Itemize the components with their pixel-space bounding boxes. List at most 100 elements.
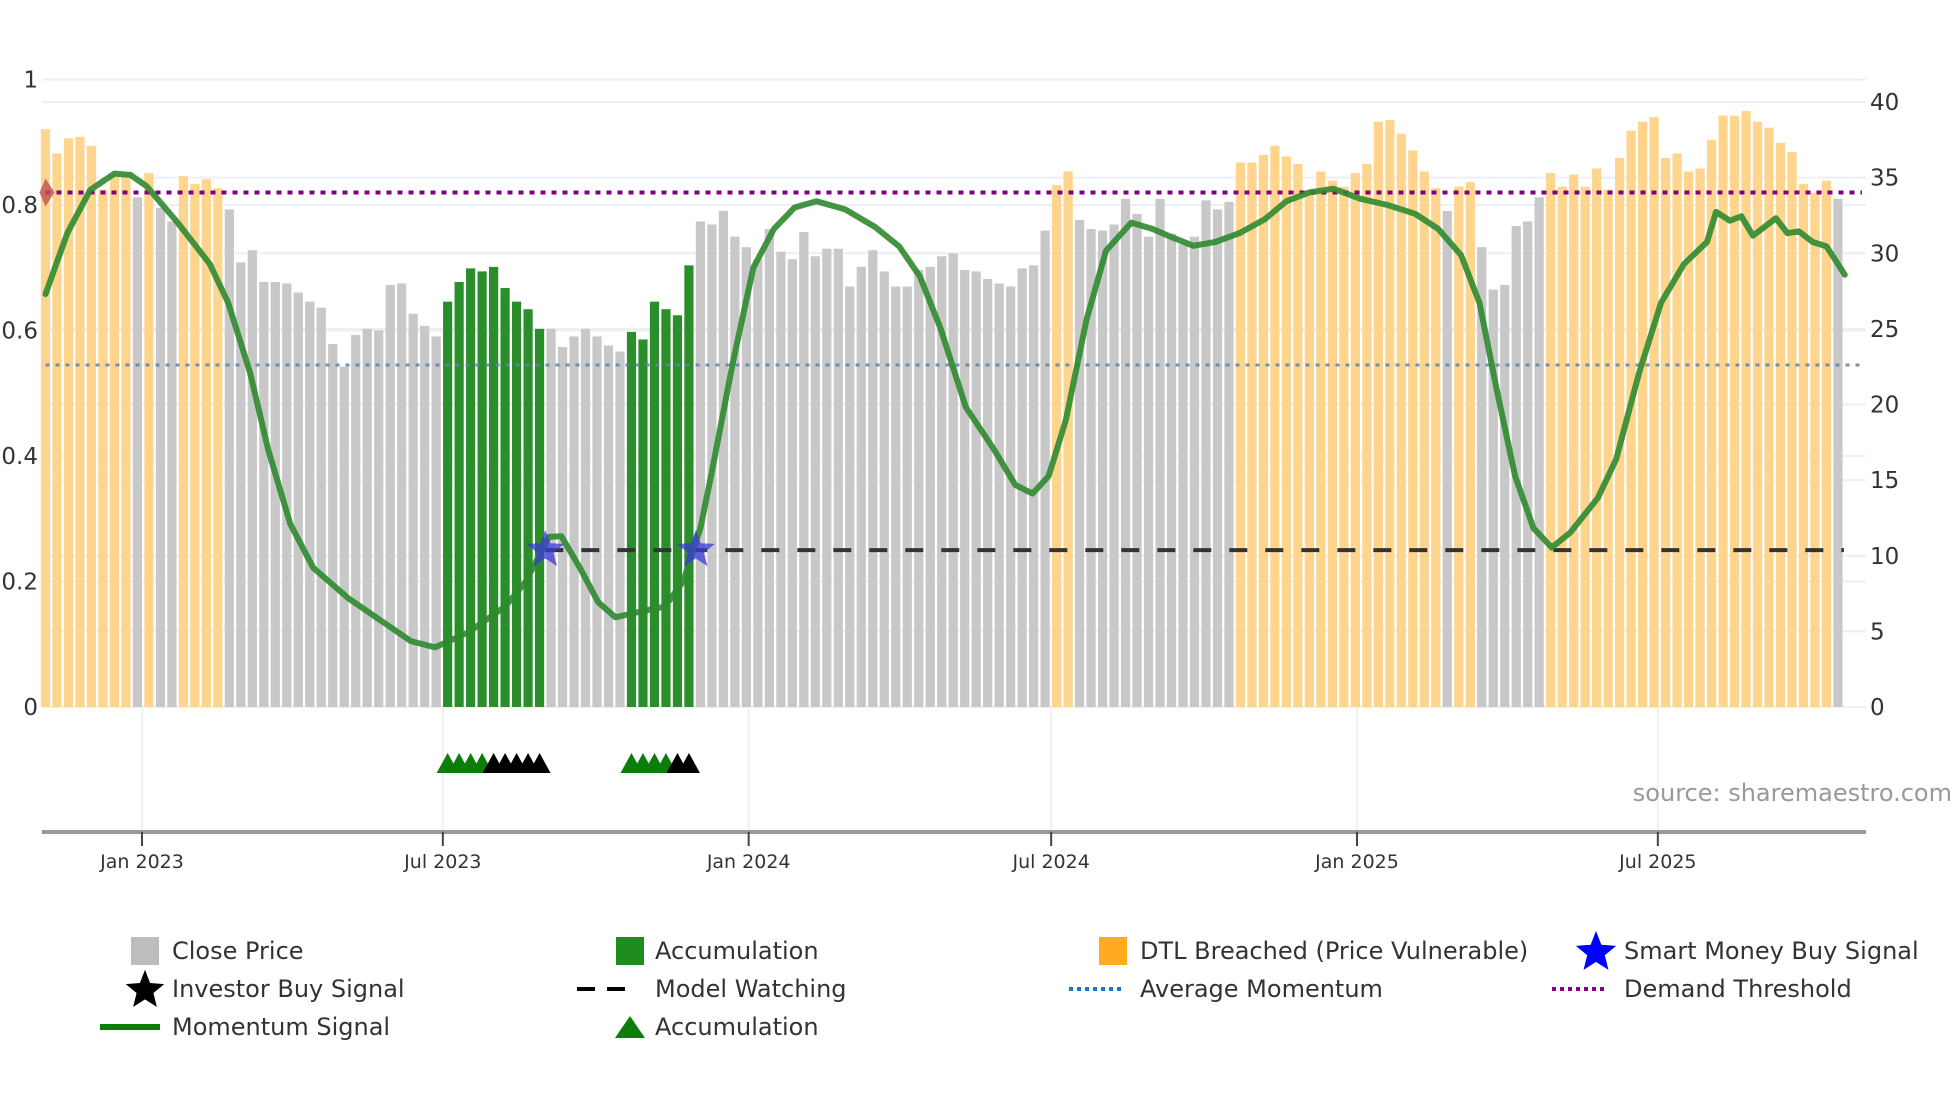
bar-price (914, 269, 924, 707)
bar-price (546, 328, 556, 707)
right-axis-tick-label: 20 (1870, 393, 1899, 419)
source-note: source: sharemaestro.com (1633, 779, 1952, 807)
x-axis-tick-label: Jan 2023 (99, 851, 184, 873)
bar-price (925, 266, 935, 707)
bar-dtl (75, 136, 85, 708)
threshold-diamond-marker (39, 178, 55, 207)
bar-price (937, 256, 947, 707)
smart-money-star-marker (676, 530, 715, 567)
bar-price (236, 262, 246, 707)
bar-price (282, 283, 292, 707)
bar-dtl (1706, 139, 1717, 707)
bar-dtl (1718, 115, 1728, 708)
bar-dtl (1764, 127, 1774, 707)
bar-price (167, 221, 177, 708)
legend-label: Close Price (172, 937, 304, 965)
star-blue-icon (1566, 930, 1626, 970)
bar-dtl (1580, 186, 1590, 707)
right-axis-tick-label: 30 (1870, 241, 1899, 267)
bar-price (994, 283, 1004, 707)
bar-dtl (1546, 173, 1556, 707)
bar-price (1189, 236, 1200, 708)
bar-accumulation (500, 288, 510, 707)
bar-price (1523, 221, 1533, 708)
bar-dtl (1419, 171, 1429, 707)
bar-price (1534, 197, 1544, 707)
bar-price (799, 232, 809, 707)
bar-price (351, 334, 361, 707)
bar-dtl (1063, 171, 1073, 707)
legend-label: Accumulation (655, 1013, 819, 1041)
right-axis-tick-label: 15 (1870, 468, 1899, 494)
bar-price (615, 351, 625, 707)
bar-price (1143, 236, 1154, 708)
x-axis-tick-label: Jul 2025 (1618, 851, 1696, 873)
bar-price (891, 286, 901, 707)
bar-dtl (1615, 157, 1625, 707)
x-axis-tick-label: Jan 2025 (1314, 851, 1399, 873)
bar-dtl (121, 174, 131, 708)
bar-price (1477, 247, 1487, 707)
bar-dtl (1293, 164, 1303, 707)
bar-dtl (1626, 130, 1636, 708)
bar-dtl (1258, 154, 1269, 707)
bar-price (224, 209, 234, 707)
bar-price (155, 207, 165, 707)
bar-accumulation (626, 331, 637, 707)
bar-price (1166, 233, 1177, 707)
bar-accumulation (684, 265, 694, 707)
bar-price (983, 278, 993, 707)
bar-accumulation (523, 309, 533, 707)
x-axis-tick-label: Jul 2023 (403, 851, 481, 873)
bar-price (879, 271, 889, 707)
legend-label: Demand Threshold (1624, 975, 1852, 1003)
x-axis-tick-label: Jan 2024 (706, 851, 791, 873)
bar-dtl (1695, 168, 1705, 708)
bar-dtl (213, 188, 223, 707)
bar-price (374, 330, 384, 707)
bar-accumulation (661, 309, 671, 707)
legend-label: Momentum Signal (172, 1013, 391, 1041)
dash-line-icon (575, 971, 635, 1007)
bar-price (339, 366, 349, 707)
bar-dtl (1557, 186, 1567, 707)
right-axis-tick-label: 40 (1870, 90, 1899, 116)
bar-price (1120, 198, 1131, 708)
left-axis-tick-label: 0.4 (1, 444, 38, 470)
bar-price (431, 336, 441, 707)
bar-price (397, 283, 407, 707)
triangle-green-icon (600, 1009, 660, 1045)
bar-price (833, 248, 843, 707)
bar-dtl (1235, 162, 1246, 707)
bar-price (580, 328, 591, 707)
bar-accumulation (534, 328, 545, 707)
square-gray-icon (115, 933, 175, 969)
dotted-line-blue-icon (1067, 971, 1127, 1007)
line-green-icon (100, 1009, 160, 1045)
bar-dtl (178, 176, 188, 708)
bar-price (753, 259, 763, 707)
bar-price (1201, 200, 1211, 707)
bar-price (293, 292, 303, 707)
right-axis-tick-label: 5 (1870, 619, 1885, 645)
bar-dtl (1339, 186, 1349, 707)
bar-dtl (1741, 111, 1751, 707)
bar-price (259, 281, 269, 707)
bar-price (868, 250, 878, 707)
bar-accumulation (649, 301, 660, 707)
bar-price (1097, 230, 1108, 707)
bar-price (971, 271, 981, 707)
bar-dtl (190, 183, 200, 708)
investor-buy-triangle-marker (528, 753, 551, 773)
bar-price (569, 336, 579, 707)
bar-dtl (1396, 133, 1406, 707)
star-black-icon (115, 969, 175, 1008)
bar-dtl (1281, 156, 1292, 707)
bar-price (420, 325, 430, 707)
bar-accumulation (443, 301, 453, 707)
bar-price (1500, 285, 1510, 707)
reference-lines (39, 178, 1862, 553)
legend: Close Price Accumulation DTL Breached (P… (0, 925, 1960, 1055)
